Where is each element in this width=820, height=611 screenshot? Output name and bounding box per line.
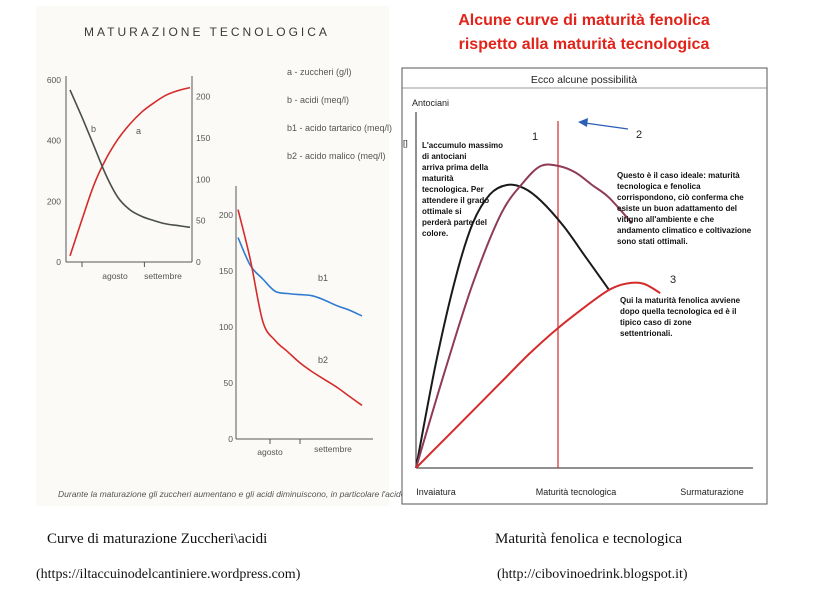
chartC-label-3: 3: [670, 274, 676, 286]
left-title: MATURAZIONE TECNOLOGICA: [84, 25, 330, 39]
chartB-ytick: 200: [219, 210, 233, 220]
legend-entry-1: b - acidi (meq/l): [287, 95, 349, 105]
left-footnote: Durante la maturazione gli zuccheri aume…: [58, 489, 435, 499]
chartC-annotation-3-line: tipico caso di zone: [620, 318, 692, 327]
chartC-xtick-label: Invaiatura: [416, 487, 456, 497]
chartB-ytick: 100: [219, 322, 233, 332]
right-frame: [402, 68, 767, 504]
right-source: (http://cibovinoedrink.blogspot.it): [497, 567, 688, 583]
chartA-label-a: a: [136, 126, 141, 136]
chartC-annotation-2-line: tecnologica e fenolica: [617, 182, 701, 191]
chartB-label-b2: b2: [318, 355, 328, 365]
chartC-annotation-1-line: ottimale si: [422, 207, 462, 216]
chartB-ytick: 150: [219, 266, 233, 276]
legend-entry-0: a - zuccheri (g/l): [287, 67, 352, 77]
chartC-annotation-1-line: attendere il grado: [422, 196, 489, 205]
right-caption: Maturità fenolica e tecnologica: [495, 531, 682, 548]
legend-entry-2: b1 - acido tartarico (meq/l): [287, 123, 392, 133]
chartC-annotation-2-line: esiste un buon adattamento del: [617, 204, 737, 213]
chartA-ytick-left: 600: [47, 75, 61, 85]
right-title-line2: rispetto alla maturità tecnologica: [459, 36, 710, 53]
chartC-annotation-1-line: di antociani: [422, 152, 466, 161]
chartB-ytick: 0: [228, 434, 233, 444]
chartB-xtick-label: agosto: [257, 447, 283, 457]
chartC-xtick-label: Maturità tecnologica: [536, 487, 617, 497]
chartA-label-b: b: [91, 124, 96, 134]
chartC-annotation-1-line: perderà parte del: [422, 218, 487, 227]
left-panel: MATURAZIONE TECNOLOGICA a - zuccheri (g/…: [36, 6, 435, 506]
chartA-xtick-label: settembre: [144, 271, 182, 281]
chartC-label-1: 1: [532, 131, 538, 143]
chartA-ytick-right: 100: [196, 174, 210, 184]
chartA-xtick-label: agosto: [102, 271, 128, 281]
chartC-title: Ecco alcune possibilità: [531, 74, 637, 86]
chartA-ytick-right: 150: [196, 133, 210, 143]
chartC-annotation-2-line: corrispondono, ciò conferma che: [617, 193, 744, 202]
chartC-annotation-1-line: arriva prima della: [422, 163, 489, 172]
chartC-annotation-1-line: colore.: [422, 229, 448, 238]
left-source: (https://iltaccuinodelcantiniere.wordpre…: [36, 567, 300, 583]
chartB-ytick: 50: [224, 378, 234, 388]
chartA-ytick-right: 50: [196, 216, 206, 226]
left-caption: Curve di maturazione Zuccheri\acidi: [47, 531, 267, 548]
chartA-ytick-right: 200: [196, 92, 210, 102]
chartC-annotation-1-line: tecnologica. Per: [422, 185, 484, 194]
chartC-xtick-label: Surmaturazione: [680, 487, 744, 497]
chartC-annotation-3-line: dopo quella tecnologica ed è il: [620, 307, 736, 316]
chartC-annotation-2-line: vitigno all'ambiente e che: [617, 215, 715, 224]
chartC-annotation-3-line: Qui la maturità fenolica avviene: [620, 296, 741, 305]
chartC-ylabel: Antociani: [412, 98, 449, 108]
chartC-yunit: []: [403, 138, 408, 148]
chartC-annotation-2-line: andamento climatico e coltivazione: [617, 226, 752, 235]
chartA-ytick-left: 0: [56, 257, 61, 267]
chartB-label-b1: b1: [318, 273, 328, 283]
chartC-annotation-2-line: sono stati ottimali.: [617, 237, 688, 246]
chartC-annotation-1-line: maturità: [422, 174, 454, 183]
chartA-ytick-left: 200: [47, 196, 61, 206]
right-title-line1: Alcune curve di maturità fenolica: [458, 12, 710, 29]
left-paper: [36, 6, 389, 506]
chartA-ytick-right: 0: [196, 257, 201, 267]
chartC-annotation-2-line: Questo è il caso ideale: maturità: [617, 171, 740, 180]
chartA-ytick-left: 400: [47, 136, 61, 146]
chartC-label-2: 2: [636, 129, 642, 141]
legend-entry-3: b2 - acido malico (meq/l): [287, 151, 386, 161]
chartC-annotation-3-line: settentrionali.: [620, 329, 672, 338]
chartC-annotation-1-line: L'accumulo massimo: [422, 141, 503, 150]
chartB-xtick-label: settembre: [314, 444, 352, 454]
right-panel: Alcune curve di maturità fenolica rispet…: [402, 12, 767, 504]
